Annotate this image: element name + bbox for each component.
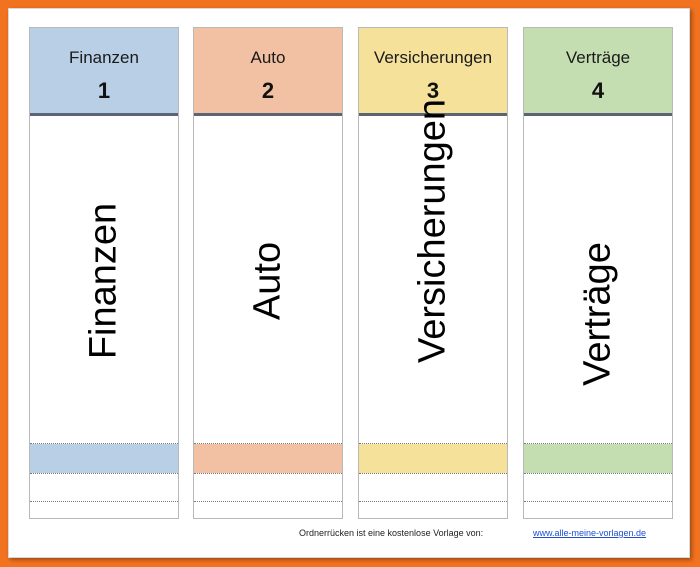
spine-number: 3 [426,78,440,103]
spine-header: Verträge 4 [524,28,672,116]
dotted-divider [524,501,672,502]
footer-credit-text: Ordnerrücken ist eine kostenlose Vorlage… [299,528,484,538]
spine-header: Versicherungen 3 [359,28,507,116]
spine-vertical-label: Verträge [576,242,619,386]
color-band [194,444,342,473]
spine-header: Finanzen 1 [30,28,178,116]
folder-spine-2: Auto 2 Auto [193,27,343,519]
color-band [30,444,178,473]
dotted-divider [30,501,178,502]
folder-spine-3: Versicherungen 3 Versicherungen [358,27,508,519]
dotted-divider [194,443,342,444]
spine-vertical-label: Auto [246,241,289,321]
spine-number: 1 [97,78,111,103]
spine-vertical-label: Finanzen [82,202,125,360]
spine-vertical-label: Versicherungen [411,98,454,364]
spine-header: Auto 2 [194,28,342,116]
dotted-divider [359,501,507,502]
spine-body: Auto [194,116,342,443]
dotted-divider [524,443,672,444]
dotted-divider [359,443,507,444]
dotted-divider [524,473,672,474]
spine-title: Finanzen [69,48,139,67]
spine-number: 4 [591,78,605,103]
color-band [524,444,672,473]
dotted-divider [30,473,178,474]
dotted-divider [30,443,178,444]
dotted-divider [359,473,507,474]
dotted-divider [194,501,342,502]
spine-title: Auto [250,48,286,67]
dotted-divider [194,473,342,474]
spine-title: Verträge [565,48,631,67]
spine-number: 2 [261,78,275,103]
spine-body: Versicherungen [359,99,507,443]
spine-body: Verträge [524,116,672,443]
spine-body: Finanzen [30,116,178,443]
folder-spine-4: Verträge 4 Verträge [523,27,673,519]
color-band [359,444,507,473]
spine-title: Versicherungen [373,48,493,67]
template-sheet: Finanzen 1 Finanzen Auto 2 Auto Versiche… [8,8,690,558]
folder-spine-1: Finanzen 1 Finanzen [29,27,179,519]
footer-website-link[interactable]: www.alle-meine-vorlagen.de [533,528,647,538]
